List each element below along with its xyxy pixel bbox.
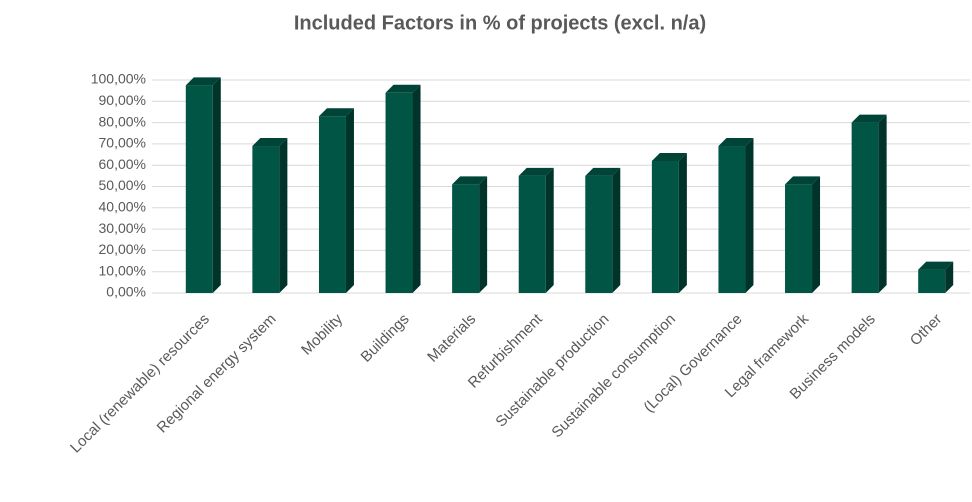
y-tick-label: 60,00%	[99, 156, 146, 172]
bar	[585, 175, 613, 293]
bar-top	[385, 84, 421, 93]
bar	[518, 175, 546, 293]
bar-side	[345, 108, 354, 294]
bar-side	[878, 114, 887, 293]
bar-side	[745, 138, 754, 293]
y-tick-label: 10,00%	[99, 262, 146, 278]
bar-top	[851, 114, 887, 123]
y-tick-label: 70,00%	[99, 135, 146, 151]
bar-top	[718, 138, 754, 147]
x-tick-label: Local (renewable) resources	[67, 311, 213, 457]
bar-top	[585, 167, 621, 176]
y-tick-label: 50,00%	[99, 177, 146, 193]
bar-side	[212, 77, 221, 293]
y-tick-label: 20,00%	[99, 241, 146, 257]
bar-top	[318, 108, 354, 117]
bar	[185, 85, 213, 293]
bar-side	[812, 176, 821, 293]
y-tick-label: 40,00%	[99, 199, 146, 215]
bar	[651, 160, 679, 293]
bar	[452, 184, 480, 293]
bar	[918, 269, 946, 293]
bar-side	[545, 167, 554, 293]
y-tick-label: 90,00%	[99, 92, 146, 108]
bar-side	[945, 261, 954, 293]
y-tick-label: 0,00%	[106, 284, 146, 300]
bar	[851, 122, 879, 293]
x-tick-label: Buildings	[358, 311, 413, 366]
bar-top	[918, 261, 954, 270]
bar-side	[412, 84, 421, 293]
bar-side	[612, 167, 621, 293]
x-tick-label: Materials	[424, 311, 479, 366]
bar-top	[518, 167, 554, 176]
bar	[385, 92, 413, 293]
y-tick-label: 100,00%	[91, 71, 146, 87]
x-tick-label: Other	[907, 311, 946, 350]
bar	[718, 146, 746, 293]
bar-top	[651, 152, 687, 161]
x-tick-label: Regional energy system	[154, 311, 280, 437]
y-tick-label: 30,00%	[99, 220, 146, 236]
bar-top	[252, 138, 288, 147]
bar-side	[678, 152, 687, 293]
bar	[318, 116, 346, 294]
chart-title: Included Factors in % of projects (excl.…	[294, 12, 706, 34]
y-tick-label: 80,00%	[99, 113, 146, 129]
x-tick-label: Mobility	[298, 310, 346, 358]
bar-side	[279, 138, 288, 293]
bar-side	[479, 176, 488, 293]
bar-top	[785, 176, 821, 185]
bar-top	[452, 176, 488, 185]
bar	[252, 146, 280, 293]
bar-top	[185, 77, 221, 86]
x-tick-label: Sustainable production	[492, 311, 612, 431]
x-tick-label: Sustainable consumption	[548, 311, 679, 442]
bar	[785, 184, 813, 293]
